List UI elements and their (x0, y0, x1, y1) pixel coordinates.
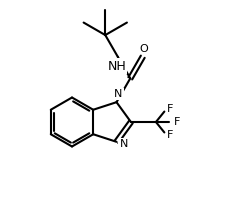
Text: F: F (167, 104, 173, 114)
Text: NH: NH (107, 60, 126, 73)
Text: O: O (139, 44, 148, 54)
Text: N: N (119, 139, 127, 149)
Text: N: N (114, 89, 122, 99)
Text: F: F (167, 130, 173, 140)
Text: F: F (173, 117, 180, 127)
